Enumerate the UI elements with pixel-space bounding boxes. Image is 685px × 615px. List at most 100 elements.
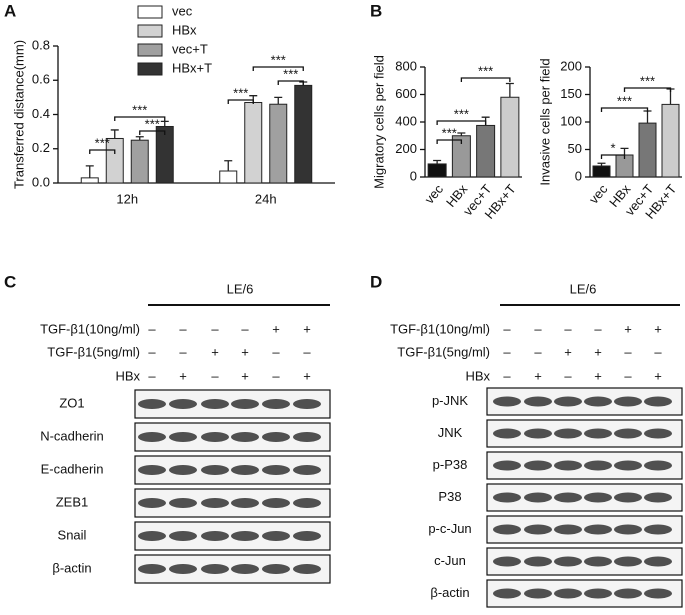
band	[493, 460, 521, 471]
significance-label: ***	[95, 135, 110, 150]
protein-label: E-cadherin	[41, 461, 104, 476]
y-tick-label: 0	[575, 168, 582, 183]
bar	[294, 84, 313, 184]
band	[231, 564, 259, 574]
bar	[661, 103, 680, 178]
treatment-label: TGF-β1(5ng/ml)	[397, 344, 490, 359]
treatment-label: TGF-β1(10ng/ml)	[40, 321, 140, 336]
band	[201, 465, 229, 475]
band	[644, 524, 672, 535]
protein-label: N-cadherin	[40, 428, 104, 443]
x-tick-label: 12h	[116, 191, 138, 206]
legend-swatch	[137, 43, 163, 57]
blot-header: LE/6	[227, 281, 254, 296]
significance-bracket	[252, 66, 304, 71]
bar	[427, 163, 447, 178]
protein-label: p-P38	[433, 457, 468, 472]
band	[644, 588, 672, 599]
treatment-sign: –	[594, 321, 602, 336]
band	[231, 531, 259, 541]
bar	[638, 122, 657, 178]
significance-bracket	[600, 107, 649, 112]
y-tick-label: 200	[560, 58, 582, 73]
legend-label: vec+T	[172, 41, 208, 56]
band	[614, 556, 642, 567]
error-bar	[643, 110, 652, 124]
band	[169, 564, 197, 574]
treatment-sign: –	[503, 368, 511, 383]
bar	[219, 170, 238, 184]
protein-label: β-actin	[52, 560, 91, 575]
y-tick-label: 800	[395, 58, 417, 73]
band	[262, 564, 290, 574]
band	[138, 564, 166, 574]
significance-label: *	[610, 140, 615, 155]
y-tick-label: 0.0	[32, 174, 50, 189]
error-bar	[274, 96, 283, 105]
significance-bracket	[600, 154, 626, 159]
y-axis-label: Transferred distance(mm)	[11, 40, 26, 189]
treatment-sign: +	[594, 368, 602, 383]
protein-label: p-JNK	[432, 393, 468, 408]
x-tick-label: vec	[586, 181, 611, 207]
treatment-sign: –	[624, 344, 632, 359]
bar	[244, 102, 263, 184]
y-tick-label: 200	[395, 141, 417, 156]
band	[169, 399, 197, 409]
treatment-sign: –	[654, 344, 662, 359]
treatment-label: TGF-β1(5ng/ml)	[47, 344, 140, 359]
treatment-sign: +	[654, 321, 662, 336]
band	[201, 531, 229, 541]
band	[293, 399, 321, 409]
band	[493, 428, 521, 439]
treatment-sign: –	[148, 344, 156, 359]
band	[262, 531, 290, 541]
panel-letter: A	[4, 1, 16, 20]
bar	[476, 124, 496, 178]
bar	[592, 165, 611, 178]
treatment-sign: +	[241, 344, 249, 359]
legend-swatch	[137, 62, 163, 76]
panel-letter: C	[4, 272, 16, 291]
significance-bracket	[277, 80, 304, 85]
treatment-sign: +	[241, 368, 249, 383]
protein-label: P38	[438, 489, 461, 504]
legend-swatch	[137, 24, 163, 38]
band	[644, 556, 672, 567]
treatment-sign: +	[179, 368, 187, 383]
band	[614, 428, 642, 439]
band	[554, 556, 582, 567]
band	[584, 556, 612, 567]
bar	[269, 103, 288, 184]
legend-label: HBx+T	[172, 60, 212, 75]
band	[293, 564, 321, 574]
treatment-sign: –	[303, 344, 311, 359]
treatment-sign: –	[534, 344, 542, 359]
significance-bracket	[227, 99, 254, 104]
legend-swatch	[137, 5, 163, 19]
band	[493, 588, 521, 599]
y-tick-label: 400	[395, 113, 417, 128]
treatment-sign: –	[148, 321, 156, 336]
band	[584, 524, 612, 535]
error-bar	[160, 120, 169, 127]
treatment-sign: +	[654, 368, 662, 383]
treatment-sign: –	[179, 321, 187, 336]
band	[138, 432, 166, 442]
error-bar	[457, 132, 466, 136]
significance-label: ***	[271, 52, 286, 67]
significance-label: ***	[454, 106, 469, 121]
significance-label: ***	[617, 93, 632, 108]
band	[231, 432, 259, 442]
y-tick-label: 0.4	[32, 106, 50, 121]
band	[493, 524, 521, 535]
band	[493, 556, 521, 567]
treatment-sign: +	[534, 368, 542, 383]
band	[293, 498, 321, 508]
legend-label: HBx	[172, 22, 197, 37]
band	[231, 399, 259, 409]
treatment-sign: +	[211, 344, 219, 359]
error-bar	[597, 162, 606, 166]
treatment-sign: –	[272, 368, 280, 383]
